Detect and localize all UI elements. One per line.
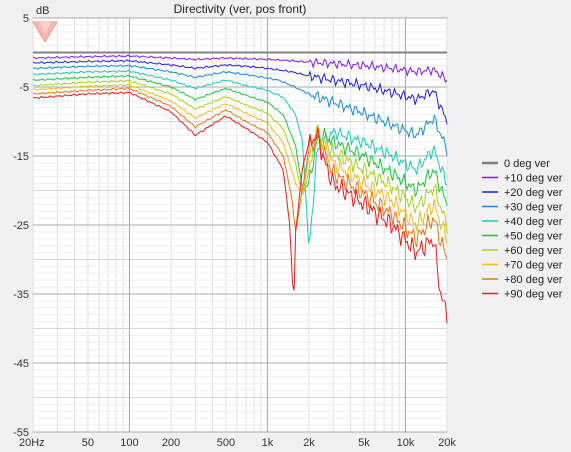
legend-label: +40 deg ver xyxy=(504,216,563,228)
legend-label: +60 deg ver xyxy=(504,245,563,257)
legend-label: 0 deg ver xyxy=(504,158,550,170)
y-tick-label: -25 xyxy=(13,220,29,232)
legend-label: +70 deg ver xyxy=(504,260,563,272)
legend-label: +50 deg ver xyxy=(504,231,563,243)
y-tick-label: -5 xyxy=(19,82,29,94)
legend-label: +30 deg ver xyxy=(504,202,563,214)
series-line xyxy=(32,54,448,84)
series-layer xyxy=(32,51,448,324)
y-tick-label: 5 xyxy=(23,13,29,25)
series-line xyxy=(32,59,448,125)
logo-icon xyxy=(32,21,58,43)
x-tick-label: 20k xyxy=(438,437,456,449)
x-tick-label: 10k xyxy=(397,437,415,449)
y-tick-label: -35 xyxy=(13,289,29,301)
legend: 0 deg ver +10 deg ver +20 deg ver +30 deg v… xyxy=(482,158,563,301)
x-tick-label: 500 xyxy=(217,437,235,449)
legend-label: +80 deg ver xyxy=(504,274,563,286)
legend-label: +90 deg ver xyxy=(504,289,563,301)
series-line xyxy=(32,91,448,324)
y-axis-label: dB xyxy=(36,5,49,17)
series-line xyxy=(32,69,448,244)
y-tick-label: -15 xyxy=(13,151,29,163)
series-line xyxy=(32,83,448,244)
x-tick-label: 1k xyxy=(262,437,274,449)
grid xyxy=(32,17,448,433)
x-tick-label: 5k xyxy=(358,437,370,449)
x-tick-label: 50 xyxy=(82,437,94,449)
legend-label: +10 deg ver xyxy=(504,173,563,185)
legend-label: +20 deg ver xyxy=(504,187,563,199)
series-line xyxy=(32,74,448,207)
series-line xyxy=(32,64,448,156)
x-tick-label: 200 xyxy=(162,437,180,449)
x-tick-label: 2k xyxy=(303,437,315,449)
y-tick-label: -45 xyxy=(13,358,29,370)
x-tick-label: 100 xyxy=(120,437,138,449)
series-line xyxy=(32,87,448,260)
series-line xyxy=(33,79,448,234)
y-tick-label: -55 xyxy=(13,427,29,439)
x-tick-label: 20Hz xyxy=(19,437,45,449)
chart-title: Directivity (ver, pos front) xyxy=(174,2,307,16)
